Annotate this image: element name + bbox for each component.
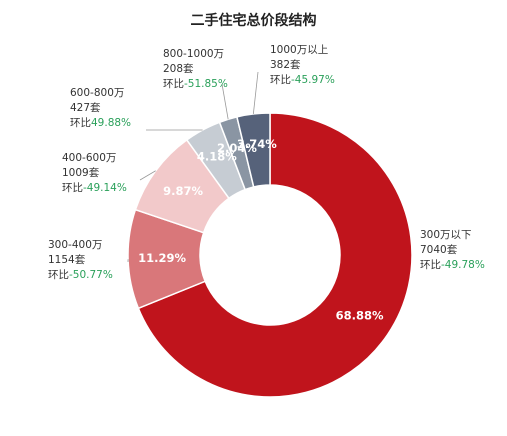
percent-label-2: 9.87% [163,184,203,198]
segment-label-0: 300万以下 7040套 环比-49.78% [420,228,485,273]
donut-slice-5 [236,112,271,188]
segment-name: 1000万以上 [270,44,329,56]
segment-name: 300-400万 [48,239,103,251]
segment-change-label: 环比 [270,74,291,86]
percent-label-4: 2.04% [217,141,257,155]
segment-change-label: 环比 [420,259,441,271]
segment-count: 1009套 [62,167,100,179]
segment-label-1: 300-400万 1154套 环比-50.77% [48,238,113,283]
segment-change: -51.85% [184,78,228,90]
chart-title: 二手住宅总价段结构 [190,13,317,29]
segment-label-5: 1000万以上 382套 环比-45.97% [270,43,335,88]
segment-change: -50.77% [69,269,113,281]
leader-line-4 [221,83,229,120]
segment-name: 400-600万 [62,152,117,164]
segment-count: 7040套 [420,244,458,256]
segment-change-label: 环比 [62,182,83,194]
leader-line-5 [252,71,259,115]
donut-slice-0 [137,112,413,398]
leader-line-2 [139,170,156,181]
segment-change-label: 环比 [163,78,184,90]
segment-name: 300万以下 [420,229,472,241]
segment-label-4: 800-1000万 208套 环比-51.85% [163,47,228,92]
percent-label-5: 3.74% [237,137,277,151]
segment-change: 49.88% [91,117,132,129]
percent-label-3: 4.18% [197,149,237,163]
percent-label-1: 11.29% [138,251,186,265]
segment-label-3: 600-800万 427套 环比49.88% [70,86,131,131]
segment-count: 427套 [70,102,101,114]
segment-name: 800-1000万 [163,48,225,60]
segment-change-label: 环比 [48,269,69,281]
segment-count: 382套 [270,59,301,71]
segment-change: -49.78% [441,259,485,271]
segment-change: -45.97% [291,74,335,86]
segment-name: 600-800万 [70,87,125,99]
segment-change-label: 环比 [70,117,91,129]
segment-count: 1154套 [48,254,86,266]
segment-change: -49.14% [83,182,127,194]
percent-label-0: 68.88% [336,308,384,322]
segment-count: 208套 [163,63,194,75]
segment-label-2: 400-600万 1009套 环比-49.14% [62,151,127,196]
